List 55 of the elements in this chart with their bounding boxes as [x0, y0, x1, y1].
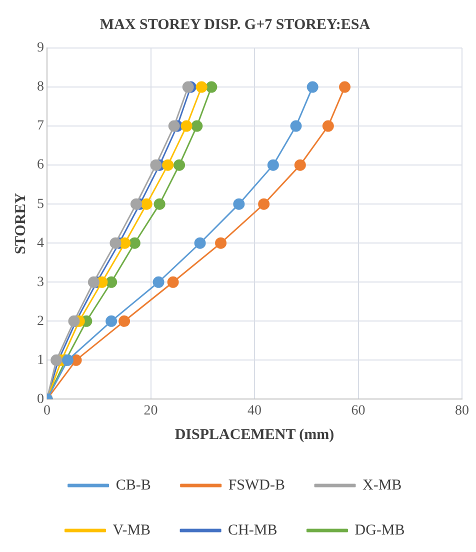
x-tick-label: 20	[144, 403, 158, 418]
point	[62, 354, 74, 366]
legend-label: CH-MB	[228, 522, 278, 538]
point	[206, 81, 218, 93]
y-tick-label: 4	[37, 236, 44, 251]
point	[140, 198, 152, 210]
point	[191, 120, 203, 132]
legend-label: V-MB	[112, 522, 151, 538]
point	[306, 81, 318, 93]
point	[194, 237, 206, 249]
y-tick-label: 9	[37, 40, 44, 56]
point	[106, 315, 118, 327]
point	[294, 159, 306, 171]
legend-label: CB-B	[116, 477, 151, 494]
y-tick-label: 8	[37, 80, 44, 95]
point	[290, 120, 302, 132]
point	[180, 120, 192, 132]
x-axis-title: DISPLACEMENT (mm)	[174, 426, 334, 443]
x-tick-label: 80	[455, 403, 469, 418]
point	[167, 276, 179, 288]
y-tick-label: 0	[37, 392, 44, 407]
point	[150, 159, 162, 171]
point	[258, 198, 270, 210]
chart-title: MAX STOREY DISP. G+7 STOREY:ESA	[100, 16, 370, 33]
y-tick-label: 1	[37, 352, 44, 368]
y-tick-label: 6	[37, 158, 44, 173]
point	[162, 159, 174, 171]
point	[130, 198, 142, 210]
legend-label: DG-MB	[354, 522, 405, 538]
x-tick-label: 40	[248, 403, 262, 418]
point	[106, 276, 118, 288]
x-tick-label: 60	[351, 403, 366, 418]
y-axis-title: STOREY	[12, 192, 29, 254]
point	[128, 237, 140, 249]
point	[110, 237, 122, 249]
point	[182, 81, 194, 93]
y-tick-label: 7	[37, 118, 44, 134]
point	[233, 198, 245, 210]
legend-label: FSWD-B	[228, 477, 286, 494]
point	[215, 237, 227, 249]
legend-label: X-MB	[362, 477, 402, 494]
point	[168, 120, 180, 132]
point	[174, 159, 186, 171]
point	[322, 120, 334, 132]
y-tick-label: 5	[37, 196, 44, 212]
y-tick-label: 3	[37, 274, 44, 290]
point	[118, 315, 130, 327]
point	[196, 81, 208, 93]
y-tick-label: 2	[37, 314, 44, 329]
point	[154, 198, 166, 210]
point	[119, 237, 131, 249]
point	[267, 159, 279, 171]
point	[152, 276, 164, 288]
point	[339, 81, 351, 93]
point	[88, 276, 100, 288]
